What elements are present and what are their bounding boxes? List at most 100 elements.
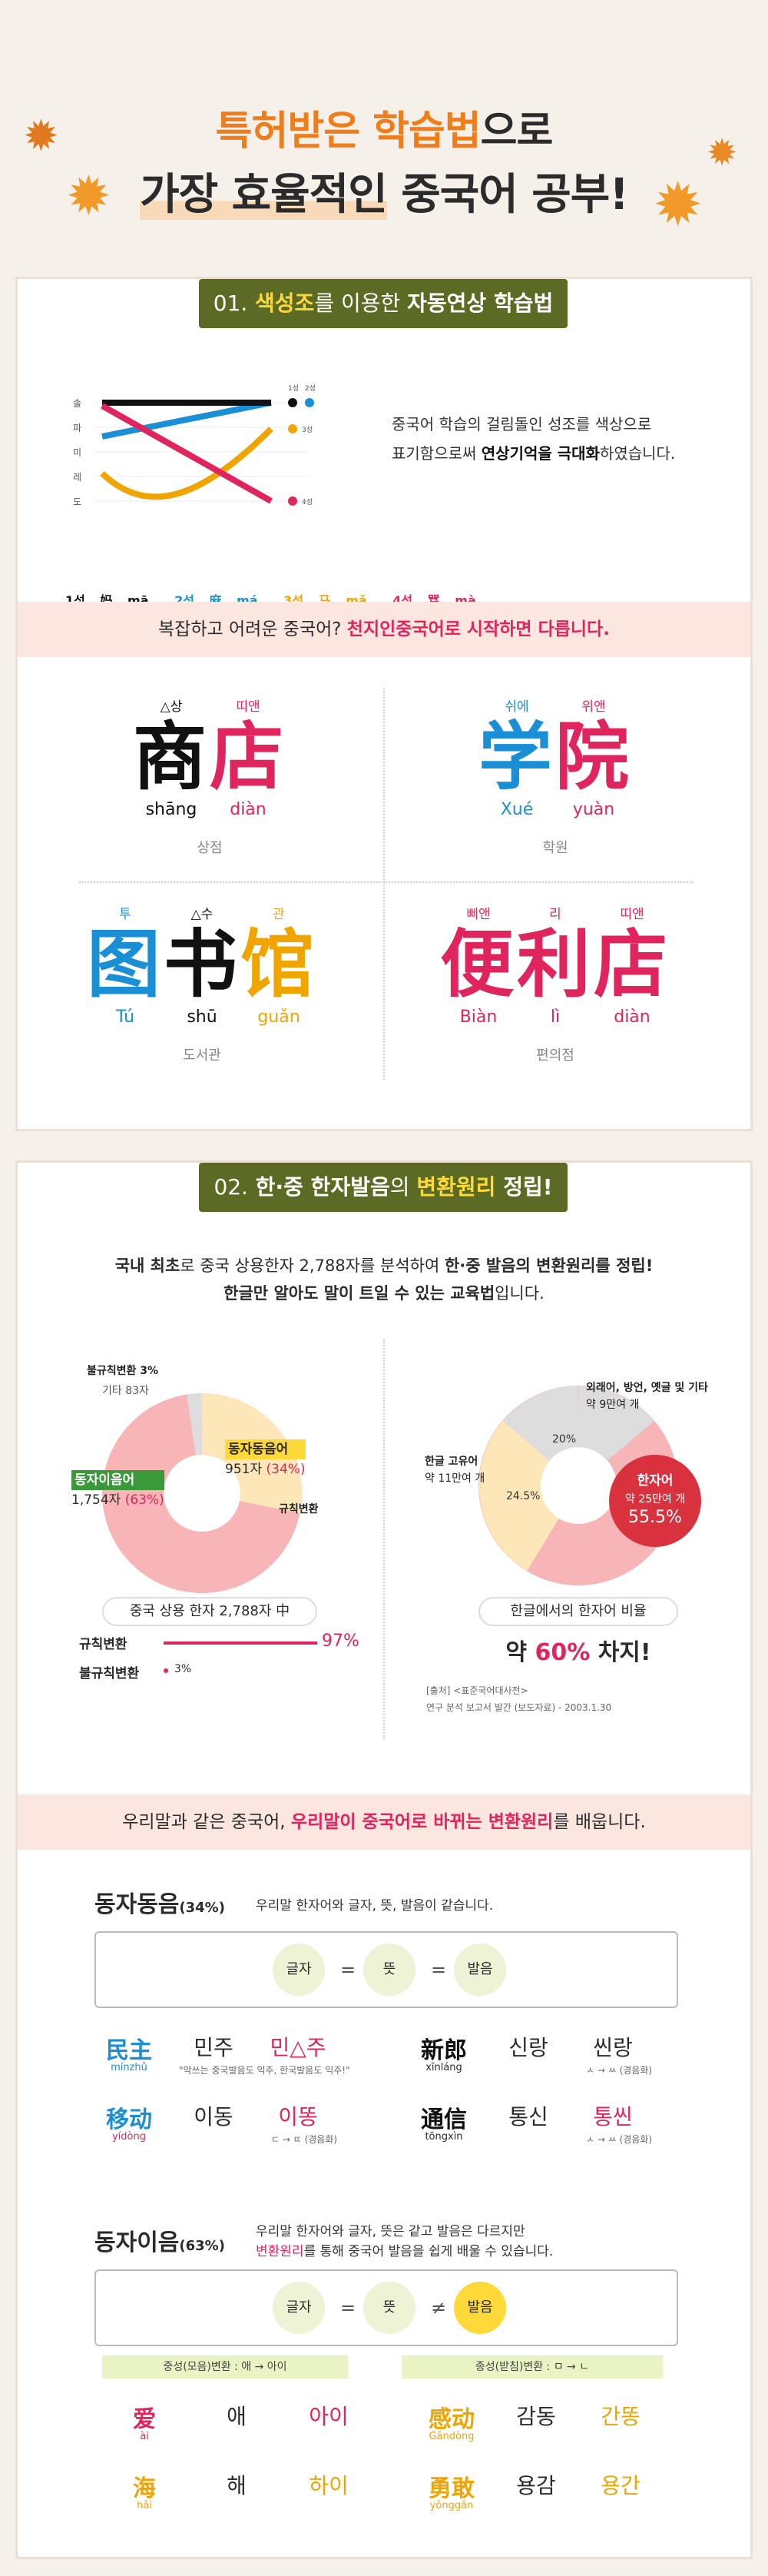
tone-mark-label: 3성: [302, 427, 313, 434]
formula-char: 글자: [273, 2282, 325, 2334]
char-block: 위앤 院 yuàn: [555, 695, 632, 823]
grid-divider: [383, 688, 385, 1080]
formula-sound: 발음: [454, 1944, 506, 1996]
maple-leaf-icon: ✹: [66, 164, 111, 227]
word-card: 쉬에 学 Xué 위앤 院 yuàn 학원: [478, 695, 632, 857]
tone-diagram: 솔 파 미 레 도 1성 2성 3성 4성 1성 妈 mā 2성 麻 má 3성…: [48, 383, 476, 608]
donut2-caption: 한글에서의 한자어 비율: [478, 1597, 678, 1626]
banner-text: 복잡하고 어려운 중국어?: [158, 619, 347, 639]
formula-equal: =: [431, 1959, 447, 1980]
section2-banner: 우리말과 같은 중국어, 우리말이 중국어로 바뀌는 변환원리를 배웁니다.: [18, 1794, 750, 1850]
intro-line2: 한글만 알아도 말이 트일 수 있는 교육법입니다.: [223, 1284, 545, 1303]
korean-reading: 감동: [516, 2404, 556, 2429]
hanzi-char: 院: [555, 714, 632, 800]
tone-scale-label: 파: [73, 423, 82, 433]
vowel-change-bar: 중성(모음)변환 : 애 → 아이: [102, 2355, 348, 2378]
same-example-grid: 民主 mínzhǔ 민주 민△주 "악쓰는 중국발음도 익주, 한국발음도 익주…: [94, 2031, 678, 2185]
example-note: "악쓰는 중국발음도 익주, 한국발음도 익주!": [179, 2065, 350, 2076]
regular-label: 규칙변환: [79, 1637, 127, 1652]
section2-title-a: 한·중 한자발음: [255, 1174, 390, 1200]
section-tone-method: 01. 색성조를 이용한 자동연상 학습법 솔 파 미 레 도 1성 2성 3성…: [15, 277, 753, 1131]
section1-title-highlight: 색성조: [255, 290, 315, 316]
grid-divider: [79, 881, 694, 883]
tone-curves: [94, 398, 314, 506]
word-card: 삐앤 便 Biàn 리 利 lì 띠앤 店 diàn 편의점: [440, 903, 670, 1064]
same-sound-formula: 글자 = 뜻 = 발음: [94, 1931, 678, 2008]
hero-highlight-2: 가장 효율적인: [140, 170, 388, 220]
hero-text-1: 으로: [480, 108, 554, 154]
char-block: △상 商 shāng: [133, 695, 210, 823]
hero-title-line1: 특허받은 학습법으로: [0, 98, 768, 156]
pinyin: tōngxìn: [425, 2131, 463, 2143]
donut1-irregular: 불규칙변환 3%: [87, 1365, 159, 1377]
pinyin: yídòng: [111, 2131, 146, 2143]
hanzi-word: 民主: [106, 2037, 152, 2064]
pinyin: mínzhǔ: [111, 2062, 147, 2073]
section2-title-highlight: 변환원리: [416, 1174, 496, 1200]
donut1-diff: 동자이음어 1,754자 (63%): [71, 1470, 164, 1510]
char-hint: 관: [273, 907, 285, 922]
tone-mark-label: 4성: [302, 499, 313, 506]
diff-sound-desc: 우리말 한자어와 글자, 뜻은 같고 발음은 다르지만 변환원리를 통해 중국어…: [256, 2224, 554, 2259]
chinese-reading: 통씬: [593, 2104, 633, 2130]
chinese-reading: 민△주: [270, 2035, 326, 2060]
char-hint: 투: [119, 907, 131, 922]
donut1-regular: 규칙변환: [279, 1503, 319, 1515]
pinyin: yuàn: [572, 800, 615, 819]
char-block: 띠앤 店 diàn: [210, 695, 286, 823]
donut2-native: 한글 고유어 약 11만여 개: [425, 1456, 485, 1485]
pinyin: Biàn: [459, 1007, 498, 1027]
same-sound-desc: 우리말 한자어와 글자, 뜻, 발음이 같습니다.: [256, 1898, 494, 1914]
donut1-other: 기타 83자: [102, 1385, 149, 1397]
hero-header: ✹ ✹ ✹ ✹ 특허받은 학습법으로 가장 효율적인 중국어 공부!: [0, 0, 768, 261]
char-block: 삐앤 便 Biàn: [440, 903, 517, 1031]
donut2-other: 외래어, 방언, 옛글 및 기타 약 9만여 개: [586, 1382, 708, 1411]
pinyin: guǎn: [257, 1007, 300, 1027]
example-note: ㄷ → ㄸ (경음화): [271, 2134, 338, 2145]
hanzi-word: 感动: [429, 2406, 475, 2433]
chinese-reading: 하이: [309, 2473, 349, 2498]
irregular-dot: [164, 1668, 168, 1673]
char-hint: △수: [190, 907, 214, 922]
donut-chart-korean-vocab: [478, 1386, 678, 1585]
diff-sound-title: 동자이음(63%): [94, 2229, 225, 2256]
char-hint: △상: [160, 699, 183, 715]
char-block: 관 馆 guǎn: [240, 903, 317, 1031]
pinyin: lì: [550, 1007, 561, 1027]
korean-reading: 애: [227, 2404, 247, 2429]
intro-line1: 국내 최초로 중국 상용한자 2,788자를 분석하여 한·중 발음의 변환원리…: [114, 1256, 654, 1275]
pinyin: Xué: [500, 800, 534, 819]
section1-title-bold: 자동연상 학습법: [407, 290, 554, 316]
hanzi-word: 移动: [106, 2106, 152, 2133]
hanzi-char: 利: [517, 921, 594, 1007]
char-hint: 띠앤: [620, 907, 644, 922]
hanzi-word: 勇敢: [429, 2475, 475, 2502]
hero-highlight-1: 특허받은 학습법: [215, 108, 482, 154]
char-block: 쉬에 学 Xué: [478, 695, 555, 823]
char-hint: 리: [549, 907, 561, 922]
korean-meaning: 편의점: [536, 1047, 574, 1064]
pinyin: shū: [187, 1007, 217, 1027]
hanzi-char: 图: [87, 921, 164, 1007]
regular-pct: 97%: [322, 1632, 359, 1651]
donut2-other-pct: 20%: [552, 1433, 577, 1446]
final-change-bar: 종성(받침)변환 : ㅁ → ㄴ: [402, 2355, 663, 2378]
chinese-reading: 아이: [309, 2404, 349, 2429]
tone-mark-label: 2성: [305, 385, 316, 393]
banner-text-end: 를 배웁니다.: [553, 1812, 646, 1832]
pinyin: hǎi: [137, 2500, 152, 2511]
hanzi-char: 便: [440, 921, 517, 1007]
section1-banner: 복잡하고 어려운 중국어? 천지인중국어로 시작하면 다릅니다.: [18, 602, 750, 657]
hanzi-word: 爱: [133, 2406, 156, 2433]
chinese-reading: 간똥: [601, 2404, 641, 2429]
pinyin: Tú: [115, 1007, 135, 1027]
char-block: 리 利 lì: [517, 903, 594, 1031]
section-conversion-principle: 02. 한·중 한자발음의 변환원리 정립! 국내 최초로 중국 상용한자 2,…: [15, 1160, 753, 2559]
word-grid: △상 商 shāng 띠앤 店 diàn 상점 쉬에 学 Xué: [18, 657, 750, 1118]
section2-title-d: 정립!: [495, 1174, 553, 1200]
korean-reading: 용감: [516, 2473, 556, 2498]
char-hint: 띠앤: [236, 699, 260, 715]
hanzi-word: 海: [133, 2475, 156, 2502]
tone-scale-label: 솔: [73, 398, 82, 409]
word-card: △상 商 shāng 띠앤 店 diàn 상점: [133, 695, 286, 857]
